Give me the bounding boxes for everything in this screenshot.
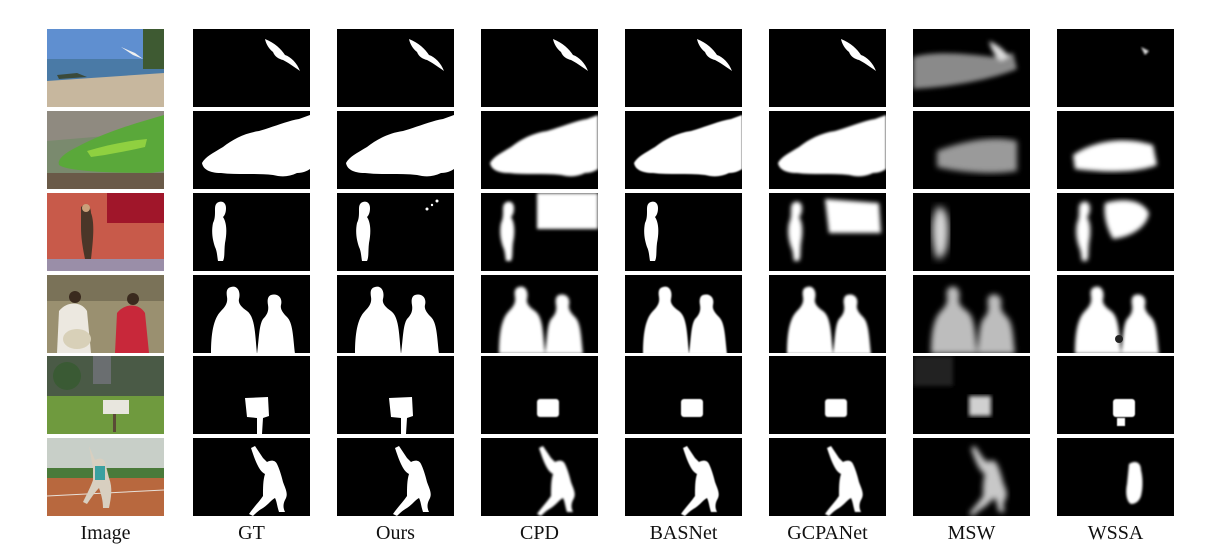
- input-photo-woman-by-red-wall: [47, 193, 164, 271]
- saliency-map-gt-sign-board: [193, 356, 310, 434]
- input-photo-seagull: [47, 29, 164, 107]
- saliency-map-gt-sprinter-pose: [193, 438, 310, 516]
- saliency-map-gt-seagull: [193, 29, 310, 107]
- saliency-map-cpd-sign-board: [481, 356, 598, 434]
- saliency-map-gcpanet-seagull: [769, 29, 886, 107]
- saliency-map-msw-woman-by-red-wall: [913, 193, 1030, 271]
- saliency-map-ours-woman-by-red-wall: [337, 193, 454, 271]
- saliency-map-ours-iguana: [337, 111, 454, 189]
- column-label-gcpanet: GCPANet: [787, 522, 868, 544]
- saliency-map-basnet-seagull: [625, 29, 742, 107]
- saliency-map-cpd-woman-by-red-wall: [481, 193, 598, 271]
- saliency-map-gcpanet-woman-by-red-wall: [769, 193, 886, 271]
- input-photo-sign-board: [47, 356, 164, 434]
- saliency-map-basnet-two-men: [625, 275, 742, 353]
- saliency-map-cpd-seagull: [481, 29, 598, 107]
- saliency-map-gcpanet-sprinter-pose: [769, 438, 886, 516]
- saliency-map-wssa-two-men: [1057, 275, 1174, 353]
- saliency-map-cpd-sprinter-pose: [481, 438, 598, 516]
- column-label-msw: MSW: [947, 522, 996, 544]
- column-label-image: Image: [80, 522, 131, 544]
- saliency-map-wssa-iguana: [1057, 111, 1174, 189]
- saliency-map-msw-two-men: [913, 275, 1030, 353]
- saliency-map-gt-woman-by-red-wall: [193, 193, 310, 271]
- saliency-map-wssa-sprinter-pose: [1057, 438, 1174, 516]
- saliency-map-msw-seagull: [913, 29, 1030, 107]
- saliency-map-basnet-iguana: [625, 111, 742, 189]
- saliency-map-msw-iguana: [913, 111, 1030, 189]
- saliency-map-basnet-woman-by-red-wall: [625, 193, 742, 271]
- saliency-map-basnet-sign-board: [625, 356, 742, 434]
- input-photo-iguana: [47, 111, 164, 189]
- saliency-map-gcpanet-two-men: [769, 275, 886, 353]
- saliency-map-wssa-sign-board: [1057, 356, 1174, 434]
- saliency-map-gcpanet-sign-board: [769, 356, 886, 434]
- saliency-map-msw-sign-board: [913, 356, 1030, 434]
- saliency-map-basnet-sprinter-pose: [625, 438, 742, 516]
- saliency-map-gcpanet-iguana: [769, 111, 886, 189]
- column-label-wssa: WSSA: [1087, 522, 1144, 544]
- saliency-map-ours-two-men: [337, 275, 454, 353]
- saliency-map-cpd-iguana: [481, 111, 598, 189]
- saliency-map-gt-iguana: [193, 111, 310, 189]
- saliency-map-ours-seagull: [337, 29, 454, 107]
- input-photo-sprinter-pose: [47, 438, 164, 516]
- saliency-map-msw-sprinter-pose: [913, 438, 1030, 516]
- column-label-basnet: BASNet: [649, 522, 718, 544]
- input-photo-two-men: [47, 275, 164, 353]
- saliency-map-ours-sign-board: [337, 356, 454, 434]
- saliency-map-cpd-two-men: [481, 275, 598, 353]
- saliency-map-ours-sprinter-pose: [337, 438, 454, 516]
- saliency-map-wssa-woman-by-red-wall: [1057, 193, 1174, 271]
- column-label-cpd: CPD: [520, 522, 559, 544]
- saliency-map-wssa-seagull: [1057, 29, 1174, 107]
- saliency-map-gt-two-men: [193, 275, 310, 353]
- column-label-ours: Ours: [376, 522, 415, 544]
- column-label-gt: GT: [238, 522, 265, 544]
